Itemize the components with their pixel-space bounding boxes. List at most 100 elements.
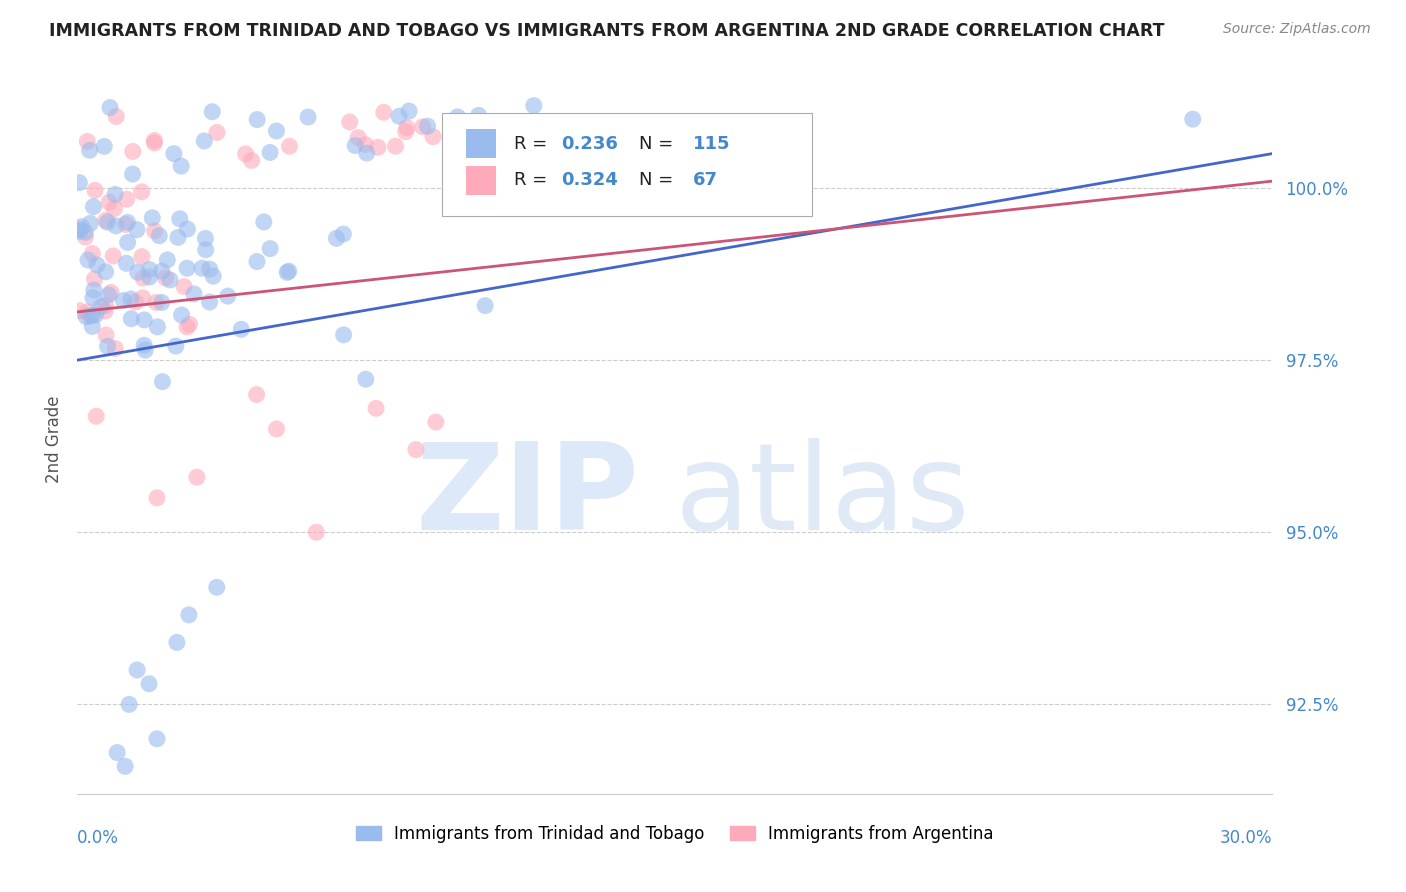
Point (76, 134, 98, 148)
Point (150, 264, 173, 278)
Point (347, 130, 370, 145)
Point (366, 401, 388, 416)
Point (439, 139, 461, 153)
Point (398, 103, 420, 118)
Point (79, 309, 101, 323)
Point (104, 187, 127, 202)
Point (205, 126, 228, 140)
Point (118, 698, 141, 712)
Point (105, 746, 128, 760)
Point (146, 319, 169, 334)
Point (373, 105, 395, 120)
Text: Source: ZipAtlas.com: Source: ZipAtlas.com (1223, 22, 1371, 37)
FancyBboxPatch shape (465, 129, 496, 158)
Point (117, 235, 139, 250)
Point (148, 228, 170, 243)
Y-axis label: 2nd Grade: 2nd Grade (45, 395, 63, 483)
Point (266, 124, 288, 138)
Point (112, 293, 135, 308)
Point (90, 300, 112, 314)
Text: 115: 115 (693, 135, 730, 153)
Point (75, 225, 97, 239)
Point (120, 292, 142, 306)
Point (105, 110, 128, 124)
Point (125, 294, 148, 309)
Point (169, 211, 191, 226)
Point (494, 136, 516, 150)
Point (82, 246, 104, 260)
Point (176, 222, 198, 236)
Point (325, 231, 347, 245)
Point (367, 140, 389, 154)
Point (240, 153, 263, 168)
Point (120, 311, 142, 326)
Point (79, 216, 101, 230)
Point (422, 129, 444, 144)
Point (114, 218, 136, 232)
Point (354, 137, 377, 152)
Point (104, 219, 127, 233)
Text: R =: R = (513, 135, 553, 153)
Point (127, 265, 149, 279)
Point (475, 131, 498, 145)
Point (205, 580, 228, 594)
Point (82, 319, 104, 334)
Point (143, 224, 166, 238)
Point (134, 338, 156, 352)
Point (246, 387, 269, 401)
Point (98, 101, 121, 115)
Point (467, 108, 489, 122)
Point (67, 176, 90, 190)
Point (356, 146, 378, 161)
Point (131, 185, 153, 199)
Point (388, 109, 411, 123)
Text: 0.324: 0.324 (561, 171, 619, 189)
Point (277, 264, 299, 278)
Point (405, 442, 427, 457)
Point (339, 115, 361, 129)
Point (79, 143, 101, 157)
Point (395, 120, 418, 135)
Point (94, 299, 117, 313)
Point (167, 230, 190, 244)
Point (416, 119, 439, 133)
Point (235, 146, 257, 161)
Point (146, 491, 169, 505)
Point (156, 252, 179, 267)
Point (297, 110, 319, 124)
Point (100, 285, 122, 300)
Point (183, 286, 205, 301)
Point (170, 308, 193, 322)
Point (94, 265, 117, 279)
Point (94, 304, 117, 318)
Point (198, 262, 221, 277)
Point (138, 270, 160, 285)
Point (138, 677, 160, 691)
Text: IMMIGRANTS FROM TRINIDAD AND TOBAGO VS IMMIGRANTS FROM ARGENTINA 2ND GRADE CORRE: IMMIGRANTS FROM TRINIDAD AND TOBAGO VS I… (49, 22, 1164, 40)
Point (103, 202, 125, 216)
Point (194, 243, 217, 257)
Point (450, 128, 472, 143)
Point (145, 295, 167, 310)
Text: 0.236: 0.236 (561, 135, 619, 153)
Point (80, 309, 103, 323)
Point (354, 372, 377, 386)
Point (67, 222, 90, 236)
Point (131, 250, 153, 264)
Point (512, 145, 534, 160)
Point (198, 295, 221, 310)
Point (132, 291, 155, 305)
Point (231, 322, 253, 336)
Text: 67: 67 (693, 171, 718, 189)
Point (134, 343, 156, 357)
FancyBboxPatch shape (441, 113, 813, 216)
Point (86, 258, 108, 272)
Point (97, 215, 120, 229)
Point (77, 252, 100, 267)
Point (159, 273, 181, 287)
Point (132, 271, 155, 285)
Point (266, 422, 288, 436)
Point (115, 256, 138, 270)
Point (150, 295, 173, 310)
Point (344, 138, 367, 153)
